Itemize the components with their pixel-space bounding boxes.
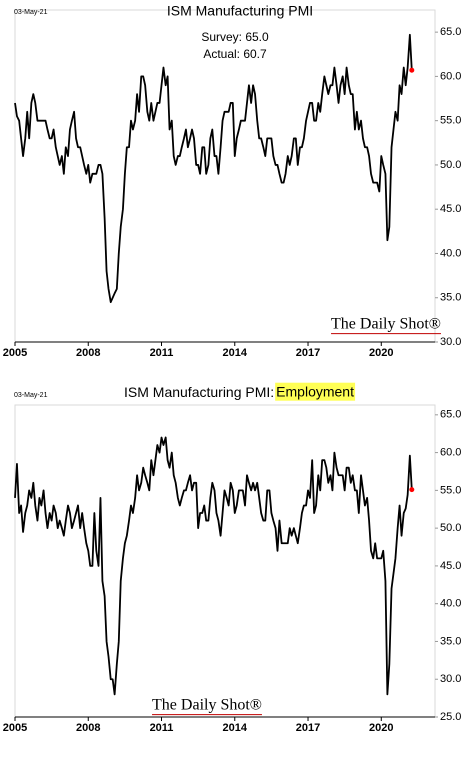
date-label: 03-May-21 xyxy=(14,392,48,399)
x-tick-label: 2011 xyxy=(150,722,174,734)
x-tick-label: 2005 xyxy=(3,347,27,359)
y-tick-label: 45.0 xyxy=(440,560,461,572)
chart-panel: 03-May-21 ISM Manufacturing PMI Survey: 65… xyxy=(3,3,462,359)
x-tick-label: 2020 xyxy=(369,347,393,359)
x-tick-label: 2017 xyxy=(296,722,320,734)
watermark: The Daily Shot® xyxy=(331,316,441,333)
y-tick-label: 40.0 xyxy=(440,247,461,259)
y-tick-label: 30.0 xyxy=(440,673,461,685)
y-tick-label: 65.0 xyxy=(440,409,461,421)
x-tick-label: 2005 xyxy=(3,722,27,734)
y-tick-label: 55.0 xyxy=(440,484,461,496)
chart-title: ISM Manufacturing PMI: xyxy=(124,384,274,400)
x-tick-label: 2020 xyxy=(369,722,393,734)
y-tick-label: 60.0 xyxy=(440,446,461,458)
x-tick-label: 2017 xyxy=(296,347,320,359)
y-tick-label: 45.0 xyxy=(440,203,461,215)
plot-frame xyxy=(14,404,436,718)
chart-title-text: ISM Manufacturing PMI: xyxy=(124,384,274,400)
y-tick-label: 50.0 xyxy=(440,159,461,171)
chart-panel: 03-May-21 ISM Manufacturing PMI: Employmen… xyxy=(3,382,461,734)
title-highlight-box xyxy=(275,382,356,401)
y-tick-label: 35.0 xyxy=(440,635,461,647)
y-tick-label: 35.0 xyxy=(440,292,461,304)
y-tick-label: 60.0 xyxy=(440,70,461,82)
y-tick-label: 25.0 xyxy=(440,711,461,723)
data-line xyxy=(14,33,413,304)
chart-title: ISM Manufacturing PMI xyxy=(167,3,313,19)
x-tick-label: 2011 xyxy=(150,347,174,359)
y-tick-label: 50.0 xyxy=(440,522,461,534)
last-point-marker xyxy=(409,67,415,73)
last-point-marker xyxy=(409,487,415,493)
watermark: The Daily Shot® xyxy=(152,697,262,714)
y-tick-label: 55.0 xyxy=(440,115,461,127)
x-tick-label: 2014 xyxy=(223,722,248,734)
y-tick-label: 65.0 xyxy=(440,26,461,38)
annotation: Survey: 65.0 xyxy=(201,30,269,44)
y-tick-label: 40.0 xyxy=(440,598,461,610)
x-tick-label: 2014 xyxy=(223,347,248,359)
chart-title-highlight: Employment xyxy=(276,384,354,400)
y-tick-label: 30.0 xyxy=(440,336,461,348)
date-label: 03-May-21 xyxy=(14,9,48,16)
data-line xyxy=(14,436,413,696)
x-tick-label: 2008 xyxy=(76,722,100,734)
x-tick-label: 2008 xyxy=(76,347,100,359)
annotation: Actual: 60.7 xyxy=(203,47,267,61)
